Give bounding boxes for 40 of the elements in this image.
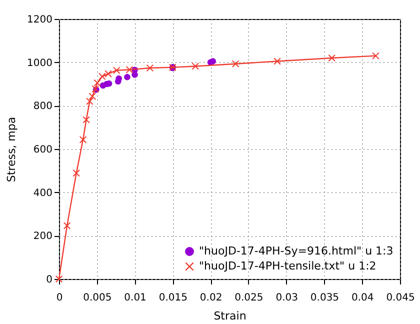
- x-tick-label: 0.03: [276, 292, 298, 304]
- point: [72, 169, 80, 177]
- x-tick-label: 0.015: [158, 292, 188, 304]
- x-tick-label: 0.005: [83, 292, 112, 304]
- point: [232, 60, 240, 68]
- y-tick-label: 600: [33, 144, 52, 156]
- point: [274, 58, 281, 65]
- x-tick-label: 0.02: [200, 292, 222, 304]
- legend-label: "huoJD-17-4PH-tensile.txt" u 1:2: [199, 260, 376, 272]
- y-tick-label: 200: [33, 231, 52, 242]
- point: [82, 116, 90, 124]
- point: [86, 98, 94, 105]
- point: [94, 79, 101, 87]
- point: [112, 66, 120, 74]
- legend-label: "huoJD-17-4PH-Sy=916.html" u 1:3: [199, 244, 394, 258]
- point: [372, 52, 380, 60]
- point: [210, 58, 216, 64]
- point: [79, 136, 87, 144]
- x-tick-label: 0.035: [310, 292, 340, 304]
- y-axis-title: Stress, mpa: [5, 116, 18, 182]
- point: [124, 74, 130, 80]
- y-tick-label: 800: [33, 101, 52, 112]
- point: [116, 75, 122, 82]
- x-tick-label: 0: [56, 292, 63, 304]
- point: [63, 222, 71, 230]
- point: [126, 66, 134, 74]
- x-tick-label: 0.04: [351, 292, 374, 304]
- x-tick-label: 0.025: [234, 292, 264, 304]
- point: [192, 62, 200, 70]
- y-tick-label: 0: [46, 274, 52, 286]
- y-tick-label: 1000: [27, 58, 52, 69]
- x-axis-title: Strain: [214, 310, 246, 322]
- y-tick-label: 400: [33, 188, 52, 199]
- y-tick-label: 1200: [27, 14, 52, 26]
- point: [146, 64, 154, 72]
- point: [55, 275, 63, 283]
- x-tick-label: 0.01: [124, 292, 146, 304]
- point: [88, 92, 96, 100]
- x-tick-label: 0.045: [386, 292, 415, 304]
- point: [328, 54, 336, 62]
